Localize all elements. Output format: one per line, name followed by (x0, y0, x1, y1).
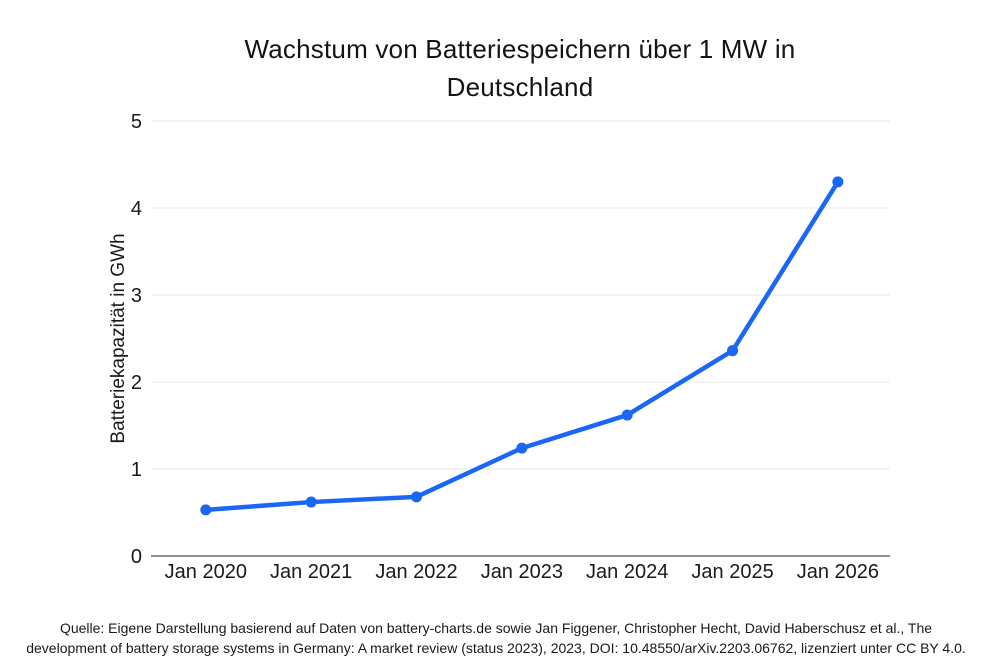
data-point-jan-2024 (621, 409, 633, 421)
data-point-jan-2022 (411, 491, 422, 503)
data-point-jan-2023 (516, 442, 528, 454)
y-tick-label: 2 (131, 372, 142, 394)
chart-title: Wachstum von Batteriespeichern über 1 MW… (48, 30, 992, 106)
chart-title-line2: Deutschland (446, 72, 594, 102)
source-note: Quelle: Eigene Darstellung basierend auf… (0, 618, 992, 658)
x-tick-label: Jan 2022 (375, 561, 457, 583)
data-point-jan-2020 (200, 504, 212, 516)
x-tick-label: Jan 2023 (481, 561, 563, 583)
data-point-jan-2026 (832, 176, 844, 188)
x-tick-label: Jan 2020 (165, 561, 247, 583)
y-tick-label: 4 (131, 198, 142, 220)
x-tick-label: Jan 2026 (797, 561, 879, 583)
chart-title-line1: Wachstum von Batteriespeichern über 1 MW… (244, 34, 796, 64)
source-note-line2: development of battery storage systems i… (26, 640, 966, 656)
y-axis-title: Batteriekapazität in GWh (108, 233, 129, 443)
y-tick-label: 3 (131, 285, 142, 307)
x-tick-label: Jan 2021 (270, 561, 352, 583)
data-point-jan-2025 (727, 345, 739, 357)
source-note-line1: Quelle: Eigene Darstellung basierend auf… (59, 620, 933, 636)
y-tick-label: 0 (131, 546, 142, 568)
x-tick-label: Jan 2025 (691, 561, 773, 583)
y-tick-label: 5 (131, 111, 142, 133)
y-tick-label: 1 (131, 459, 142, 481)
capacity-line (203, 179, 841, 513)
x-tick-label: Jan 2024 (586, 561, 668, 583)
data-point-jan-2021 (305, 496, 317, 508)
